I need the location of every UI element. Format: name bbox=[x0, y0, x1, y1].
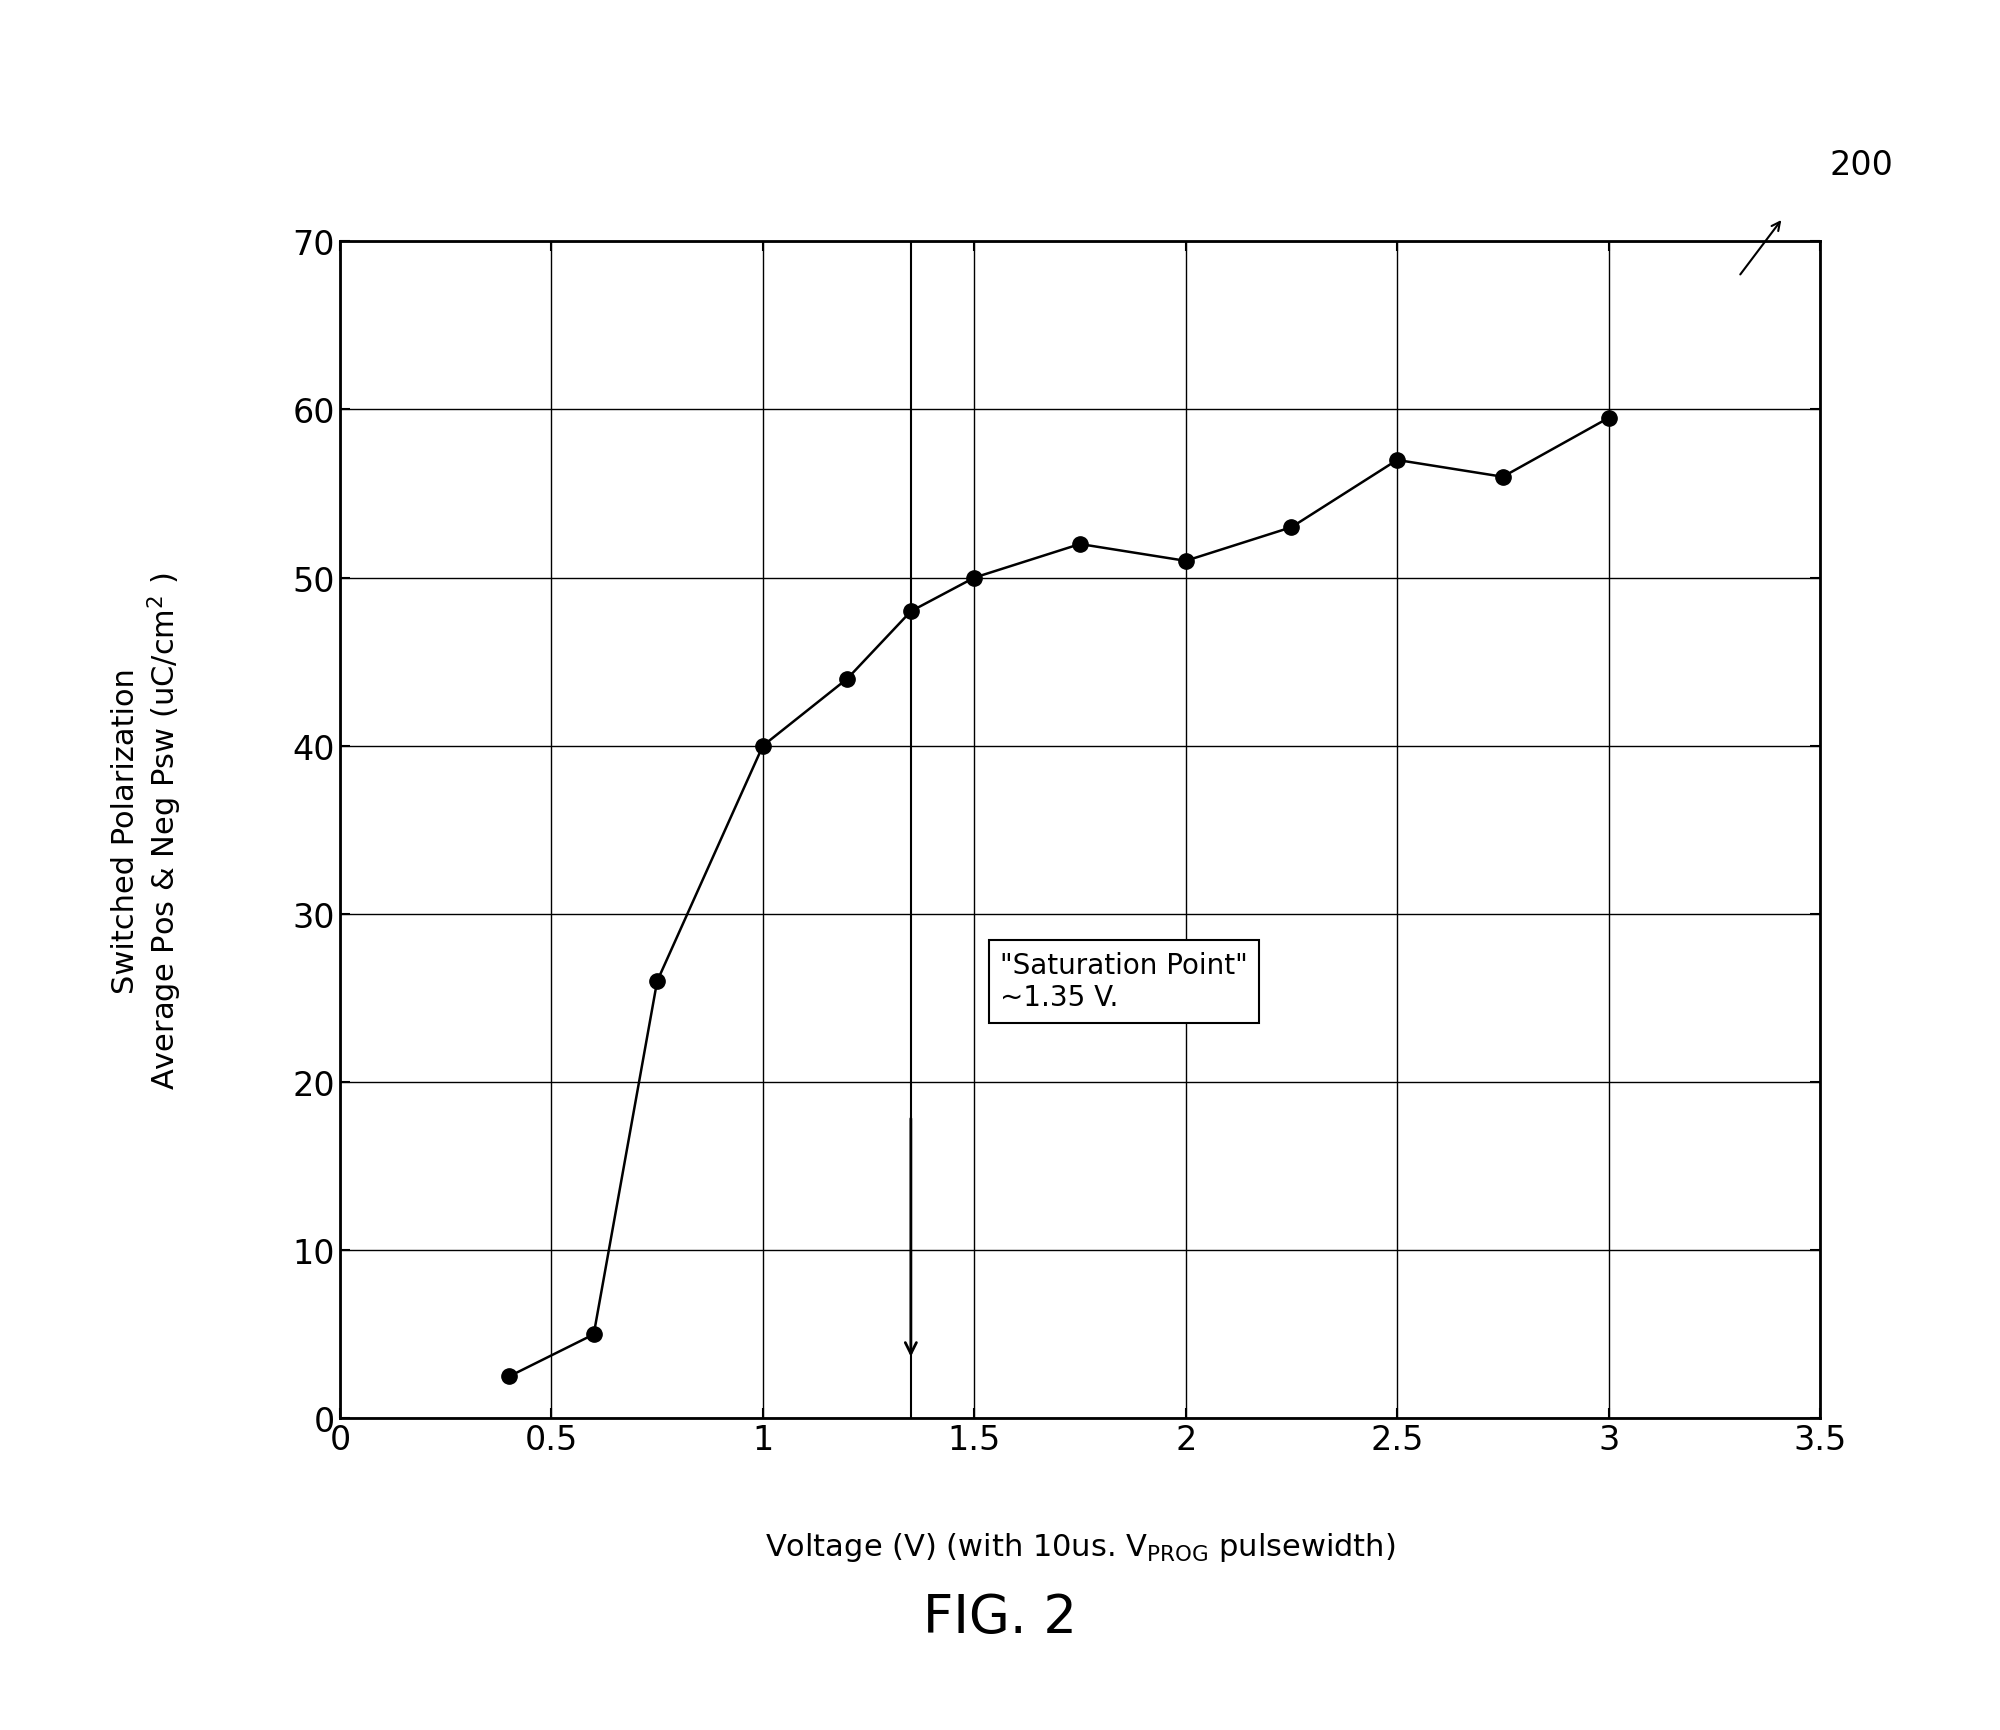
Text: 200: 200 bbox=[1830, 149, 1894, 182]
Text: Switched Polarization
Average Pos & Neg Psw (uC/cm$^{2}$ ): Switched Polarization Average Pos & Neg … bbox=[110, 573, 184, 1088]
Text: "Saturation Point"
~1.35 V.: "Saturation Point" ~1.35 V. bbox=[1000, 952, 1248, 1012]
Text: Voltage (V) (with 10us. V$_{\mathregular{PROG}}$ pulsewidth): Voltage (V) (with 10us. V$_{\mathregular… bbox=[764, 1531, 1396, 1564]
Text: FIG. 2: FIG. 2 bbox=[924, 1592, 1076, 1644]
